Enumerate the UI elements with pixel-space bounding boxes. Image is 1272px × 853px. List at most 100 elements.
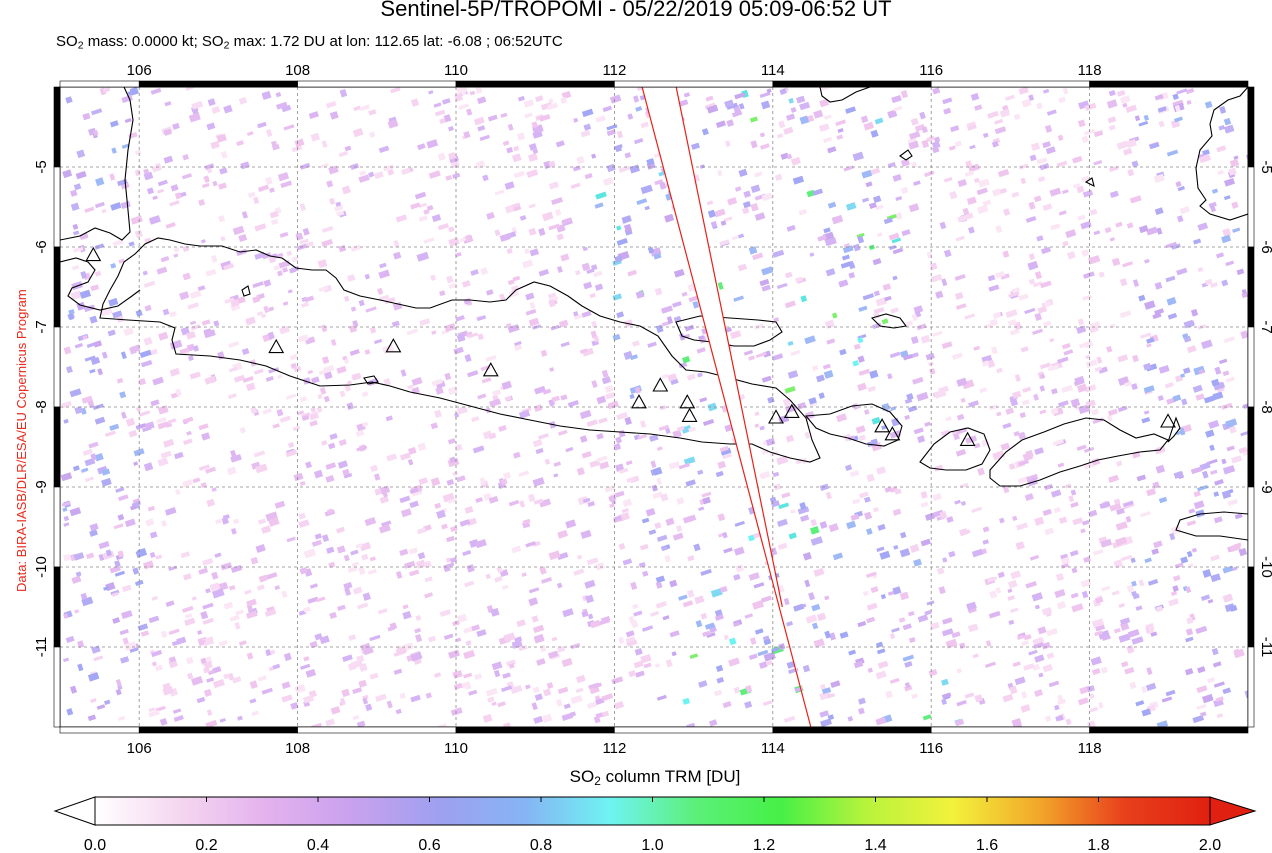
- so2-pixel: [506, 323, 512, 328]
- so2-pixel: [1010, 607, 1019, 614]
- so2-pixel: [615, 146, 623, 153]
- so2-pixel: [824, 237, 837, 247]
- so2-pixel: [759, 132, 765, 138]
- coastline-islet: [1084, 177, 1095, 188]
- so2-pixel: [551, 197, 564, 205]
- so2-pixel: [588, 682, 600, 690]
- so2-pixel: [941, 617, 953, 625]
- so2-pixel: [584, 173, 593, 180]
- so2-pixel: [624, 152, 632, 159]
- so2-pixel: [292, 425, 301, 432]
- so2-pixel: [811, 365, 819, 371]
- so2-pixel: [1132, 354, 1139, 363]
- so2-pixel: [1223, 117, 1232, 126]
- so2-pixel: [320, 324, 328, 333]
- so2-pixel: [290, 701, 299, 710]
- so2-pixel: [694, 595, 705, 605]
- so2-pixel: [395, 570, 403, 579]
- so2-pixel: [686, 373, 696, 381]
- so2-pixel: [974, 694, 983, 703]
- so2-pixel: [187, 355, 194, 362]
- so2-pixel: [327, 508, 334, 514]
- so2-pixel: [672, 429, 682, 439]
- so2-pixel: [614, 701, 625, 710]
- so2-pixel: [654, 179, 664, 186]
- so2-pixel: [933, 136, 941, 143]
- so2-pixel: [393, 668, 403, 675]
- so2-pixel: [1032, 663, 1041, 671]
- so2-pixel: [1190, 308, 1199, 317]
- so2-pixel: [773, 483, 782, 491]
- so2-pixel: [1168, 598, 1179, 607]
- so2-pixel: [819, 683, 827, 691]
- so2-pixel: [876, 466, 887, 475]
- so2-pixel: [416, 527, 427, 535]
- so2-pixel: [1211, 378, 1220, 387]
- so2-pixel: [228, 366, 238, 373]
- so2-pixel: [969, 144, 976, 150]
- so2-pixel: [1174, 116, 1183, 123]
- so2-pixel: [122, 637, 129, 645]
- so2-pixel: [701, 128, 709, 136]
- so2-pixel: [488, 495, 499, 504]
- coastline-sumbawa: [989, 417, 1169, 487]
- so2-pixel: [132, 567, 140, 575]
- so2-pixel: [1039, 385, 1046, 392]
- so2-pixel: [824, 114, 832, 120]
- so2-pixel: [893, 544, 899, 550]
- so2-pixel: [215, 518, 222, 525]
- so2-pixel: [410, 652, 423, 662]
- so2-pixel: [861, 169, 873, 179]
- so2-pixel: [369, 556, 376, 562]
- so2-pixel: [652, 466, 663, 476]
- so2-pixel: [352, 714, 360, 721]
- so2-pixel: [754, 423, 760, 428]
- so2-pixel: [761, 284, 771, 292]
- so2-pixel: [418, 477, 428, 485]
- so2-pixel: [325, 462, 337, 470]
- so2-pixel: [582, 347, 594, 357]
- so2-pixel: [1241, 289, 1247, 295]
- so2-pixel: [787, 370, 799, 379]
- so2-pixel: [858, 434, 866, 442]
- so2-pixel: [459, 237, 467, 243]
- so2-pixel: [379, 495, 390, 504]
- so2-pixel: [561, 90, 572, 100]
- so2-pixel: [282, 267, 289, 273]
- so2-pixel: [211, 571, 219, 580]
- so2-pixel: [322, 534, 330, 542]
- so2-pixel: [548, 223, 560, 231]
- so2-pixel: [943, 107, 952, 115]
- so2-pixel: [606, 163, 616, 173]
- so2-pixel: [1144, 300, 1156, 310]
- so2-pixel: [79, 289, 92, 299]
- so2-pixel: [111, 592, 119, 597]
- so2-pixel: [1218, 124, 1226, 131]
- so2-pixel: [647, 246, 655, 254]
- so2-pixel: [357, 602, 369, 610]
- so2-pixel: [212, 180, 218, 187]
- so2-pixel: [367, 568, 377, 575]
- so2-pixel: [622, 498, 633, 508]
- so2-pixel: [904, 398, 913, 404]
- so2-pixel: [1005, 94, 1015, 101]
- so2-pixel: [320, 162, 329, 169]
- so2-pixel: [400, 369, 407, 377]
- so2-pixel: [720, 220, 727, 226]
- x-tick-label-top: 114: [761, 62, 785, 79]
- so2-pixel: [786, 224, 796, 232]
- so2-pixel: [1236, 268, 1245, 276]
- so2-pixel: [570, 694, 583, 705]
- so2-pixel: [818, 123, 830, 132]
- so2-pixel: [336, 210, 345, 217]
- so2-pixel: [480, 267, 489, 276]
- so2-pixel: [417, 442, 427, 452]
- so2-pixel: [719, 585, 728, 593]
- so2-pixel: [607, 400, 619, 410]
- so2-pixel: [548, 550, 561, 561]
- so2-pixel: [456, 475, 466, 483]
- so2-pixel: [1116, 89, 1126, 97]
- so2-pixel: [529, 301, 536, 309]
- so2-pixel: [1108, 474, 1119, 483]
- so2-pixel: [1212, 391, 1224, 401]
